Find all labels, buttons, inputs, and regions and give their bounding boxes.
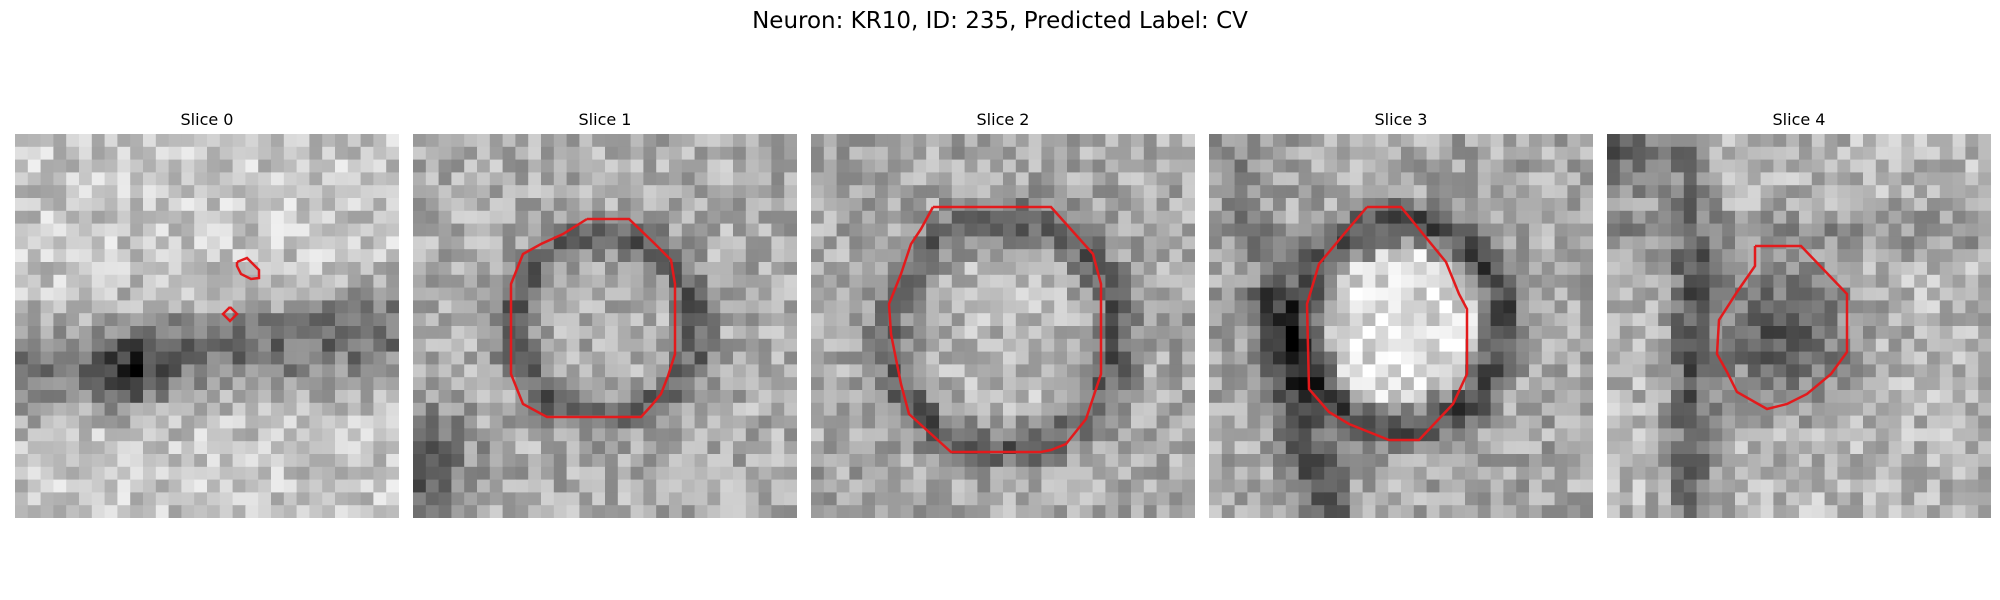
slice-panel-0: Slice 0 (15, 110, 399, 518)
grayscale-patch (1209, 134, 1593, 518)
slice-image (1209, 134, 1593, 518)
slice-title: Slice 4 (1772, 110, 1826, 129)
grayscale-patch (15, 134, 399, 518)
contour (887, 205, 1103, 454)
slice-panel-1: Slice 1 (413, 110, 797, 518)
slice-image (413, 134, 797, 518)
slice-title: Slice 0 (180, 110, 234, 129)
slice-image (811, 134, 1195, 518)
slice-panel-2: Slice 2 (811, 110, 1195, 518)
figure-title: Neuron: KR10, ID: 235, Predicted Label: … (752, 8, 1248, 34)
slice-panel-4: Slice 4 (1607, 110, 1991, 518)
slice-panel-3: Slice 3 (1209, 110, 1593, 518)
slice-title: Slice 1 (578, 110, 632, 129)
grayscale-patch (811, 134, 1195, 518)
contour (1305, 205, 1469, 442)
slice-title: Slice 2 (976, 110, 1030, 129)
contour (1715, 244, 1849, 411)
grayscale-patch (1607, 134, 1991, 518)
grayscale-patch (413, 134, 797, 518)
slice-image (15, 134, 399, 518)
slice-image (1607, 134, 1991, 518)
contour (509, 217, 677, 419)
contour-fragment (221, 306, 239, 323)
slice-title: Slice 3 (1374, 110, 1428, 129)
contour-fragment (235, 256, 261, 281)
